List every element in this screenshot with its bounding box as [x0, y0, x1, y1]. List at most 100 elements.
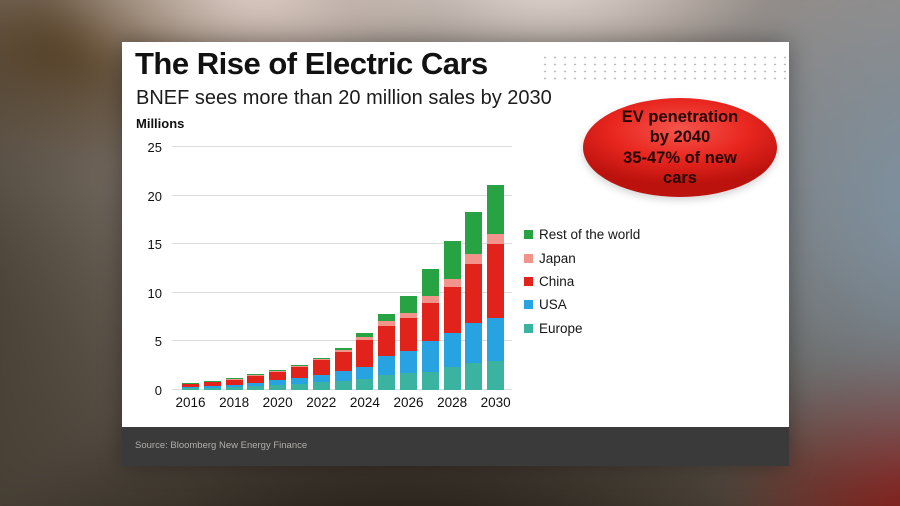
x-tick-label: 2018: [219, 395, 250, 410]
source-bar: Source: Bloomberg New Energy Finance: [122, 427, 789, 466]
bar-segment-japan: [291, 366, 308, 368]
bar-segment-rest-of-the-world: [312, 357, 330, 360]
bar-segment-china: [247, 375, 265, 384]
y-tick-label: 25: [147, 140, 162, 155]
bar-segment-china: [443, 286, 461, 333]
bar-2028: [443, 240, 461, 390]
bar-2018: [225, 378, 243, 390]
bar-segment-china: [378, 325, 396, 357]
bar-segment-rest-of-the-world: [334, 348, 352, 351]
y-tick-label: 10: [147, 285, 162, 301]
bar-2017: [203, 380, 221, 390]
bar-segment-japan: [269, 370, 287, 372]
bar-segment-usa: [182, 386, 199, 389]
bar-segment-usa: [312, 374, 330, 383]
bar-segment-rest-of-the-world: [400, 295, 417, 313]
legend-label: Europe: [539, 320, 583, 336]
legend-label: China: [539, 273, 575, 289]
bar-segment-usa: [203, 385, 221, 388]
bar-segment-europe: [400, 373, 417, 390]
bar-2026: [400, 295, 417, 390]
bar-segment-europe: [203, 387, 221, 390]
bar-segment-japan: [356, 337, 374, 340]
x-tick-label: 2030: [480, 395, 511, 410]
bar-2029: [465, 211, 483, 390]
legend-label: Rest of the world: [539, 227, 641, 243]
bar-segment-europe: [182, 388, 199, 390]
x-axis: 2016 2018 2020 2022 2024 2026 2028 2030: [172, 395, 512, 413]
bar-segment-china: [182, 383, 199, 387]
y-tick-label: 5: [154, 334, 162, 350]
bar-segment-china: [400, 318, 417, 352]
legend-swatch: [524, 230, 533, 240]
bar-segment-japan: [487, 233, 505, 245]
bar-segment-japan: [378, 321, 396, 326]
bar-segment-usa: [465, 323, 483, 363]
bar-segment-china: [203, 381, 221, 386]
bar-segment-usa: [356, 366, 374, 380]
bar-segment-china: [312, 360, 330, 375]
legend-item-usa: USA: [524, 293, 640, 316]
bar-segment-rest-of-the-world: [291, 365, 308, 367]
ev-penetration-badge: EV penetration by 2040 35-47% of new car…: [583, 98, 777, 197]
bar-segment-europe: [421, 371, 439, 390]
y-tick-label: 15: [147, 237, 162, 253]
bar-segment-europe: [443, 366, 461, 390]
bar-segment-europe: [378, 375, 396, 390]
bar-segment-rest-of-the-world: [269, 370, 287, 371]
x-tick-label: 2028: [437, 395, 468, 410]
bar-segment-usa: [334, 371, 352, 381]
bar-2024: [356, 333, 374, 390]
legend-swatch: [524, 300, 533, 310]
bar-segment-europe: [269, 384, 287, 390]
bar-segment-rest-of-the-world: [487, 184, 505, 234]
x-tick-label: 2022: [306, 395, 337, 410]
bar-2023: [334, 348, 352, 390]
bar-segment-japan: [400, 312, 417, 319]
bar-segment-europe: [334, 380, 352, 390]
bar-segment-europe: [487, 360, 505, 390]
bar-segment-china: [225, 379, 243, 385]
bar-2019: [247, 374, 265, 390]
bar-segment-europe: [312, 382, 330, 390]
bar-2020: [269, 370, 287, 390]
bar-segment-usa: [269, 380, 287, 385]
bar-segment-china: [421, 303, 439, 341]
bar-2027: [421, 268, 439, 390]
bar-segment-rest-of-the-world: [247, 374, 265, 376]
x-tick-label: 2024: [349, 395, 380, 410]
gridline: [172, 243, 512, 245]
bar-segment-china: [487, 244, 505, 319]
bar-segment-rest-of-the-world: [465, 211, 483, 255]
bar-segment-china: [269, 371, 287, 381]
bar-segment-europe: [356, 379, 374, 390]
bar-segment-usa: [443, 332, 461, 367]
bar-segment-japan: [312, 359, 330, 361]
bar-2021: [291, 365, 308, 390]
bar-segment-china: [465, 263, 483, 324]
gridline: [172, 194, 512, 196]
bar-segment-usa: [487, 318, 505, 361]
source-text: Source: Bloomberg New Energy Finance: [135, 440, 308, 451]
dots-pattern-decoration: [540, 54, 786, 81]
bar-segment-japan: [247, 375, 265, 376]
bar-2022: [312, 357, 330, 390]
page-title: The Rise of Electric Cars: [135, 46, 488, 81]
chart-card: The Rise of Electric Cars BNEF sees more…: [122, 42, 789, 466]
y-axis-unit-label: Millions: [136, 116, 185, 131]
legend-swatch: [524, 253, 533, 263]
bar-segment-rest-of-the-world: [356, 333, 374, 338]
bar-segment-usa: [421, 340, 439, 372]
badge-text: EV penetration by 2040 35-47% of new car…: [621, 108, 739, 187]
bar-segment-rest-of-the-world: [421, 268, 439, 296]
legend-item-japan: Japan: [524, 246, 640, 269]
y-tick-label: 0: [154, 383, 162, 398]
legend-label: Japan: [539, 250, 576, 266]
x-tick-label: 2026: [393, 395, 424, 410]
bar-segment-china: [291, 367, 308, 379]
bar-segment-rest-of-the-world: [443, 240, 461, 279]
y-tick-label: 20: [147, 188, 162, 204]
bar-segment-usa: [378, 356, 396, 376]
bar-segment-usa: [247, 383, 265, 387]
